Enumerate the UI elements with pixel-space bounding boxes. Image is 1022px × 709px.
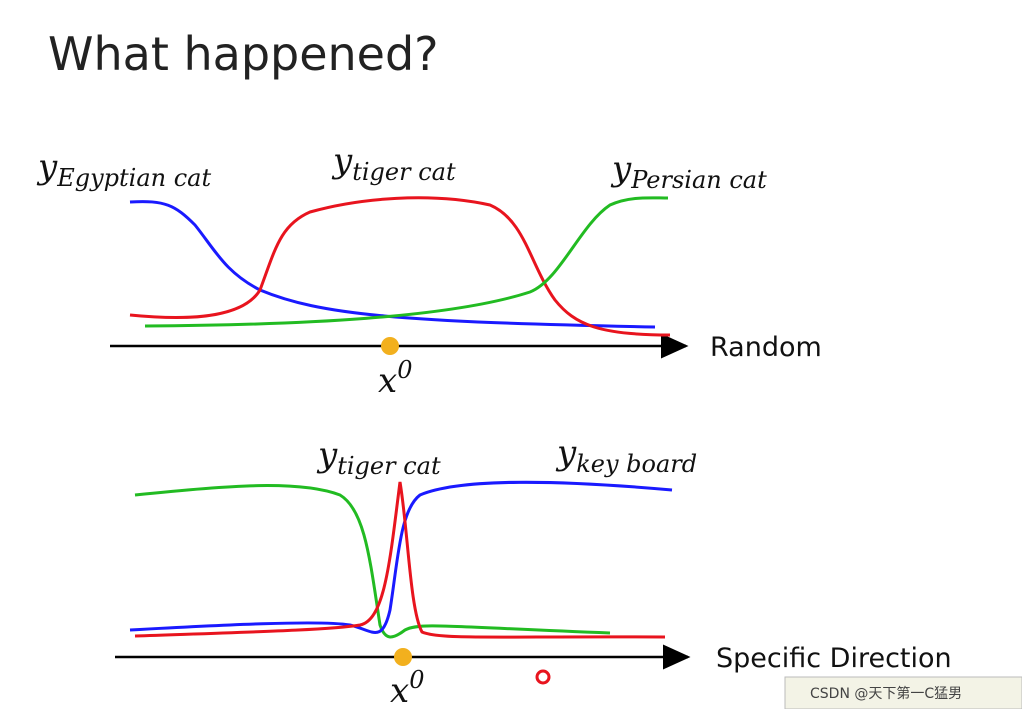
label: ytiger cat xyxy=(331,141,456,186)
label-base: y xyxy=(316,435,338,475)
point xyxy=(381,337,399,355)
label: yPersian cat xyxy=(610,149,767,194)
label: ykey board xyxy=(555,433,697,478)
point-base: x xyxy=(390,671,409,709)
point-label: x0 xyxy=(378,356,412,401)
point-base: x xyxy=(378,361,397,401)
label-sub: Egyptian cat xyxy=(56,164,211,192)
curve-keyboard xyxy=(129,480,673,634)
label-base: y xyxy=(555,433,577,473)
curve-egyptian xyxy=(129,200,656,329)
point-sup: 0 xyxy=(397,356,412,384)
label-sub: Persian cat xyxy=(630,166,767,194)
curve-tiger xyxy=(134,481,666,639)
watermark-box xyxy=(784,676,1022,709)
label: ytiger cat xyxy=(316,435,441,480)
cursor xyxy=(535,669,551,685)
label-base: y xyxy=(610,149,632,189)
axis-label: Random xyxy=(710,332,822,363)
label-base: y xyxy=(36,147,58,187)
label-base: y xyxy=(331,141,353,181)
label-sub: key board xyxy=(576,450,697,478)
curve-persian xyxy=(144,196,669,328)
point xyxy=(394,648,412,666)
point-sup: 0 xyxy=(409,666,424,694)
watermark: CSDN @天下第一C猛男 xyxy=(810,685,962,702)
label: yEgyptian cat xyxy=(36,147,211,192)
label-sub: tiger cat xyxy=(352,158,456,186)
point-label: x0 xyxy=(390,666,424,709)
axis-label: Specific Direction xyxy=(716,643,952,674)
label-sub: tiger cat xyxy=(337,452,441,480)
curve-tiger xyxy=(129,196,671,337)
curve-tiger-green xyxy=(134,484,611,639)
title: What happened? xyxy=(48,27,439,81)
